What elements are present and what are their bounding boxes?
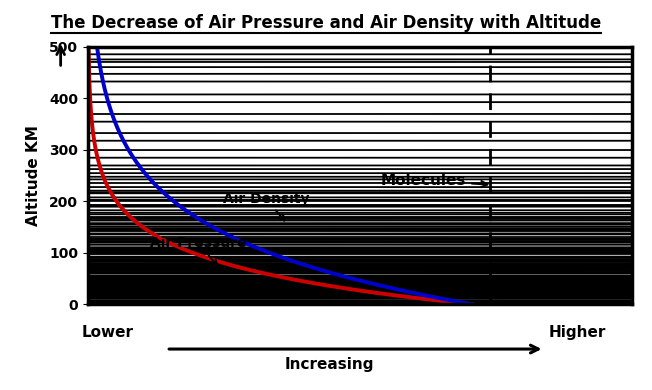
Text: The Decrease of Air Pressure and Air Density with Altitude: The Decrease of Air Pressure and Air Den… <box>51 14 601 32</box>
Text: Molecules: Molecules <box>381 173 487 188</box>
Text: Air Pressure: Air Pressure <box>150 236 246 265</box>
Y-axis label: Altitude KM: Altitude KM <box>26 125 41 226</box>
Text: Lower: Lower <box>82 325 134 340</box>
Text: Increasing: Increasing <box>284 356 374 372</box>
Text: Higher: Higher <box>548 325 606 340</box>
Text: Air Density: Air Density <box>223 191 309 220</box>
